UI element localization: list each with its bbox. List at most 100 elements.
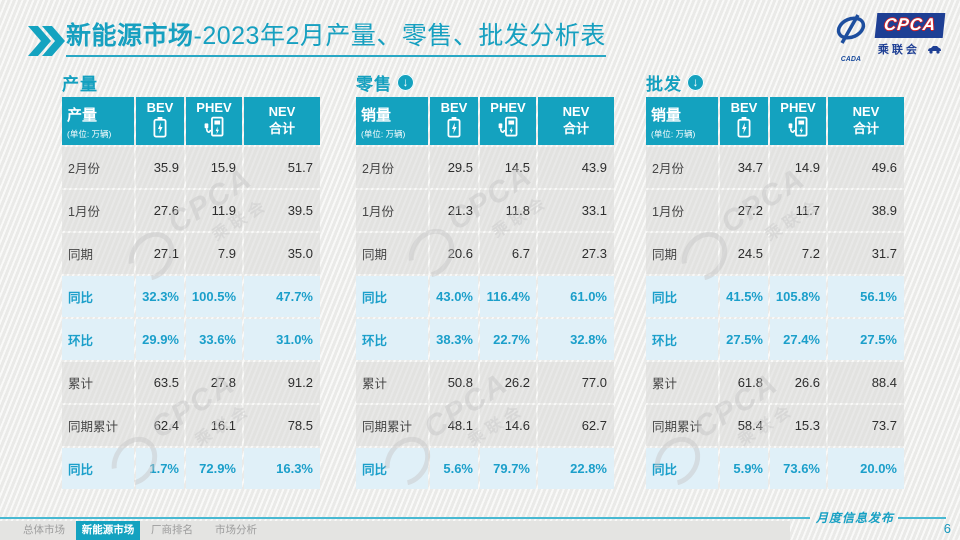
tab-nev-market[interactable]: 新能源市场: [76, 521, 140, 540]
row-label: 同比: [62, 448, 134, 489]
cell-nev: 43.9: [538, 147, 614, 188]
nev-label: NEV: [852, 104, 880, 120]
cell-phev: 15.9: [186, 147, 242, 188]
bottom-tab-bar: 总体市场 新能源市场 厂商排名 市场分析: [0, 521, 790, 540]
table-rows: 2月份 35.9 15.9 51.7 1月份 27.6 11.9 39.5 同期 27.1 7.9 3…: [62, 147, 320, 489]
header-unit-cell: 销量 (单位: 万辆): [646, 97, 718, 145]
cell-phev: 11.9: [186, 190, 242, 231]
row-label: 环比: [62, 319, 134, 360]
cell-bev: 50.8: [430, 362, 478, 403]
cell-phev: 14.9: [770, 147, 826, 188]
header-phev: PHEV: [480, 97, 536, 145]
header-unit-label: (单位: 万辆): [67, 129, 112, 139]
row-label: 同期: [646, 233, 718, 274]
cell-bev: 61.8: [720, 362, 768, 403]
header-phev: PHEV: [186, 97, 242, 145]
table-row: 同期 24.5 7.2 31.7: [646, 233, 904, 274]
table-row: 2月份 35.9 15.9 51.7: [62, 147, 320, 188]
cell-bev: 5.9%: [720, 448, 768, 489]
row-label: 同比: [646, 276, 718, 317]
header-bev: BEV: [136, 97, 184, 145]
cell-nev: 35.0: [244, 233, 320, 274]
cell-nev: 77.0: [538, 362, 614, 403]
row-label: 2月份: [62, 147, 134, 188]
nev-total-label: 合计: [268, 121, 295, 136]
table-rows: 2月份 34.7 14.9 49.6 1月份 27.2 11.7 38.9 同期 24.5 7.2 3…: [646, 147, 904, 489]
table-row: 1月份 27.2 11.7 38.9: [646, 190, 904, 231]
table-row: 同期 27.1 7.9 35.0: [62, 233, 320, 274]
down-arrow-icon: ↓: [397, 73, 414, 91]
cell-phev: 27.8: [186, 362, 242, 403]
header-unit-cell: 销量 (单位: 万辆): [356, 97, 428, 145]
tab-overall-market[interactable]: 总体市场: [23, 524, 65, 536]
cell-phev: 26.6: [770, 362, 826, 403]
cell-nev: 33.1: [538, 190, 614, 231]
cell-bev: 41.5%: [720, 276, 768, 317]
cell-nev: 27.5%: [828, 319, 904, 360]
row-label: 累计: [646, 362, 718, 403]
table-header: 销量 (单位: 万辆) BEV PHEV NEV 合计: [356, 97, 614, 145]
cell-bev: 38.3%: [430, 319, 478, 360]
cell-phev: 11.7: [770, 190, 826, 231]
cell-nev: 51.7: [244, 147, 320, 188]
header-phev: PHEV: [770, 97, 826, 145]
table-row: 同期累计 58.4 15.3 73.7: [646, 405, 904, 446]
tab-oem-ranking[interactable]: 厂商排名: [151, 524, 193, 536]
cell-bev: 29.9%: [136, 319, 184, 360]
cell-nev: 73.7: [828, 405, 904, 446]
cada-label: CADA: [840, 56, 861, 63]
cell-nev: 27.3: [538, 233, 614, 274]
phev-label: PHEV: [780, 100, 816, 115]
cell-phev: 7.9: [186, 233, 242, 274]
tab-market-analysis[interactable]: 市场分析: [215, 524, 257, 536]
cell-nev: 47.7%: [244, 276, 320, 317]
cell-phev: 100.5%: [186, 276, 242, 317]
row-label: 累计: [62, 362, 134, 403]
cell-bev: 20.6: [430, 233, 478, 274]
cell-nev: 56.1%: [828, 276, 904, 317]
table-row: 2月份 34.7 14.9 49.6: [646, 147, 904, 188]
cell-bev: 27.2: [720, 190, 768, 231]
cell-phev: 105.8%: [770, 276, 826, 317]
cell-nev: 39.5: [244, 190, 320, 231]
cell-nev: 16.3%: [244, 448, 320, 489]
row-label: 1月份: [356, 190, 428, 231]
car-icon: [928, 45, 941, 54]
table-row: 同比 1.7% 72.9% 16.3%: [62, 448, 320, 489]
header-unit-label: (单位: 万辆): [361, 129, 406, 139]
cell-phev: 116.4%: [480, 276, 536, 317]
table-rows: 2月份 29.5 14.5 43.9 1月份 21.3 11.8 33.1 同期 20.6 6.7 2…: [356, 147, 614, 489]
cpca-emblem: CADA: [831, 13, 871, 63]
row-label: 环比: [356, 319, 428, 360]
cell-bev: 35.9: [136, 147, 184, 188]
row-label: 2月份: [356, 147, 428, 188]
cell-bev: 32.3%: [136, 276, 184, 317]
cell-bev: 27.6: [136, 190, 184, 231]
cell-phev: 14.5: [480, 147, 536, 188]
cell-phev: 7.2: [770, 233, 826, 274]
phev-label: PHEV: [196, 100, 232, 115]
cpca-acronym: CPCA: [874, 13, 946, 38]
table-row: 环比 29.9% 33.6% 31.0%: [62, 319, 320, 360]
swoosh-icon: [836, 14, 866, 44]
charger-icon: [788, 117, 808, 137]
cpca-logo: CADA CPCA 乘联会: [831, 13, 946, 63]
row-label: 累计: [356, 362, 428, 403]
cell-phev: 22.7%: [480, 319, 536, 360]
section-header-retail: 零售 ↓: [356, 70, 614, 94]
battery-icon: [737, 117, 751, 138]
battery-icon: [153, 117, 167, 138]
table-row: 同比 43.0% 116.4% 61.0%: [356, 276, 614, 317]
cell-bev: 34.7: [720, 147, 768, 188]
cell-nev: 31.7: [828, 233, 904, 274]
bev-label: BEV: [440, 100, 468, 115]
cell-phev: 26.2: [480, 362, 536, 403]
cell-nev: 91.2: [244, 362, 320, 403]
row-label: 同比: [62, 276, 134, 317]
row-label: 同期累计: [356, 405, 428, 446]
page-title-rest: -2023年2月产量、零售、批发分析表: [193, 22, 606, 50]
cell-bev: 27.1: [136, 233, 184, 274]
row-label: 同比: [356, 276, 428, 317]
table-row: 同期累计 48.1 14.6 62.7: [356, 405, 614, 446]
